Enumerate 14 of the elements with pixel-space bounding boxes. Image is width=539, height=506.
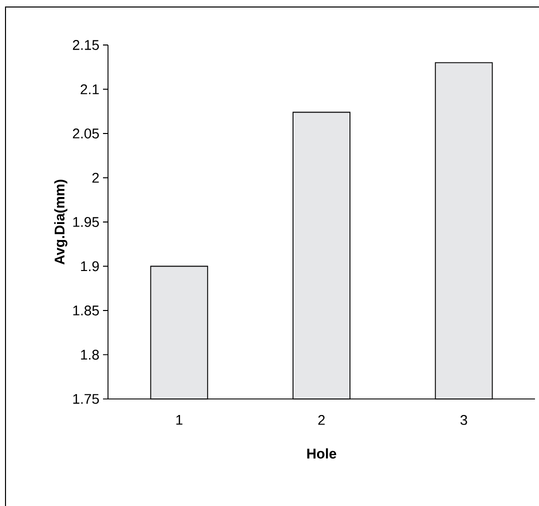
y-tick-label: 1.75 — [73, 394, 99, 404]
y-tick-label: 2.05 — [72, 128, 99, 138]
y-axis-title: Avg.Dia(mm) — [54, 180, 68, 265]
x-tick-label: 1 — [176, 415, 182, 425]
x-tick-label: 2 — [318, 415, 325, 425]
x-tick-label: 3 — [460, 415, 468, 425]
y-tick-label: 2.15 — [72, 40, 99, 50]
y-tick-label: 1.8 — [81, 350, 99, 360]
x-axis-title: Hole — [307, 448, 336, 459]
y-tick-label: 1.95 — [73, 217, 99, 227]
y-tick-label: 2 — [92, 172, 99, 183]
y-tick-label: 2.1 — [80, 84, 99, 94]
y-tick-label: 1.9 — [81, 261, 99, 272]
y-tick-label: 1.85 — [73, 306, 99, 316]
